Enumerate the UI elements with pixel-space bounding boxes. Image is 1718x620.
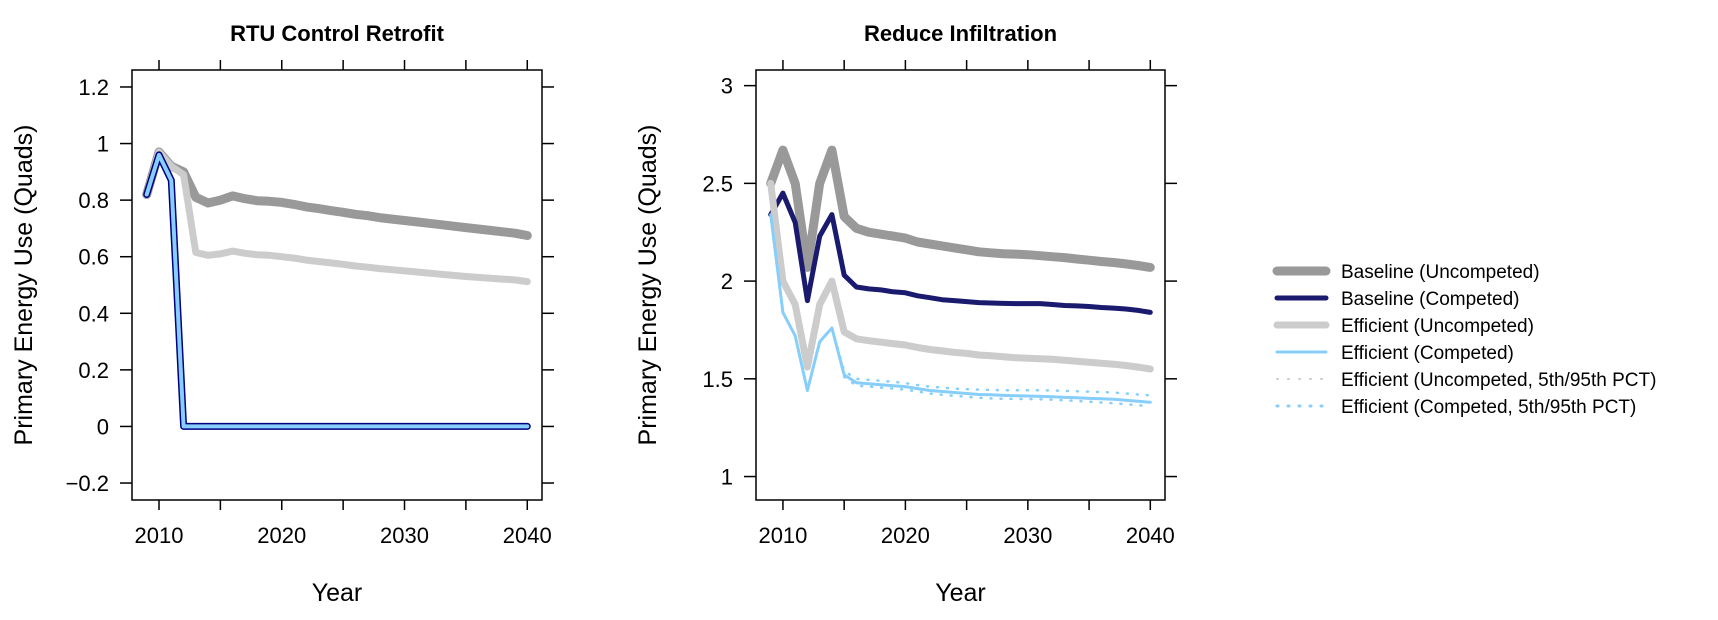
y-tick-label: 1	[97, 132, 109, 157]
legend-label: Efficient (Competed, 5th/95th PCT)	[1341, 397, 1636, 418]
legend-label: Efficient (Uncompeted)	[1341, 316, 1534, 337]
y-axis-label: Primary Energy Use (Quads)	[10, 125, 38, 446]
x-tick-label: 2040	[1126, 523, 1175, 548]
x-axis-label: Year	[935, 579, 986, 607]
y-tick-label: −0.2	[66, 471, 109, 496]
series-line-efficient-competed	[769, 213, 1152, 404]
x-tick-label: 2030	[380, 523, 429, 548]
plot-frame	[131, 69, 543, 501]
legend-label: Baseline (Competed)	[1341, 289, 1519, 310]
y-tick-label: 0.6	[78, 245, 109, 270]
y-tick-label: 3	[721, 74, 733, 99]
series-line-baseline-competed	[768, 190, 1153, 315]
legend-label: Efficient (Uncompeted, 5th/95th PCT)	[1341, 370, 1656, 391]
y-tick-label: 1.5	[702, 367, 733, 392]
series-line-efficient-competed-pct-upper	[769, 213, 1152, 397]
chart-title: RTU Control Retrofit	[230, 21, 445, 46]
y-tick-label: 2	[721, 269, 733, 294]
x-tick-label: 2020	[881, 523, 930, 548]
legend-label: Efficient (Competed)	[1341, 343, 1514, 364]
x-axis-label: Year	[312, 579, 363, 607]
y-tick-label: 0.2	[78, 358, 109, 383]
series-line-efficient-competed-pct-lower	[769, 213, 1152, 408]
x-tick-label: 2010	[135, 523, 184, 548]
x-tick-label: 2040	[503, 523, 552, 548]
series-line-efficient-competed	[144, 152, 530, 429]
chart-title: Reduce Infiltration	[864, 21, 1057, 46]
series-line-efficient-uncompeted	[767, 179, 1154, 373]
legend-label: Baseline (Uncompeted)	[1341, 262, 1540, 283]
chart-reduce-infiltration: Reduce Infiltration 2010 2020 2030 2040 1 1.5 2…	[634, 21, 1177, 607]
series-line-baseline-uncompeted	[142, 147, 532, 240]
y-tick-label: 0	[97, 414, 109, 439]
x-tick-label: 2030	[1003, 523, 1052, 548]
series-line-efficient-uncompeted	[143, 148, 531, 286]
plot-frame	[755, 69, 1166, 501]
y-tick-label: 0.8	[78, 188, 109, 213]
x-tick-label: 2020	[257, 523, 306, 548]
y-tick-label: 1.2	[78, 75, 109, 100]
series-line-baseline-uncompeted	[766, 145, 1155, 272]
y-axis-label: Primary Energy Use (Quads)	[634, 125, 662, 446]
x-tick-label: 2010	[758, 523, 807, 548]
chart-rtu-control-retrofit: RTU Control Retrofit 2010 2020 2030 2040 −0.2…	[10, 21, 554, 607]
legend: Baseline (Uncompeted) Baseline (Competed)…	[1272, 262, 1656, 418]
y-tick-label: 2.5	[702, 171, 733, 196]
y-tick-label: 1	[721, 465, 733, 490]
series-line-baseline-competed	[143, 151, 531, 430]
y-tick-label: 0.4	[78, 301, 109, 326]
